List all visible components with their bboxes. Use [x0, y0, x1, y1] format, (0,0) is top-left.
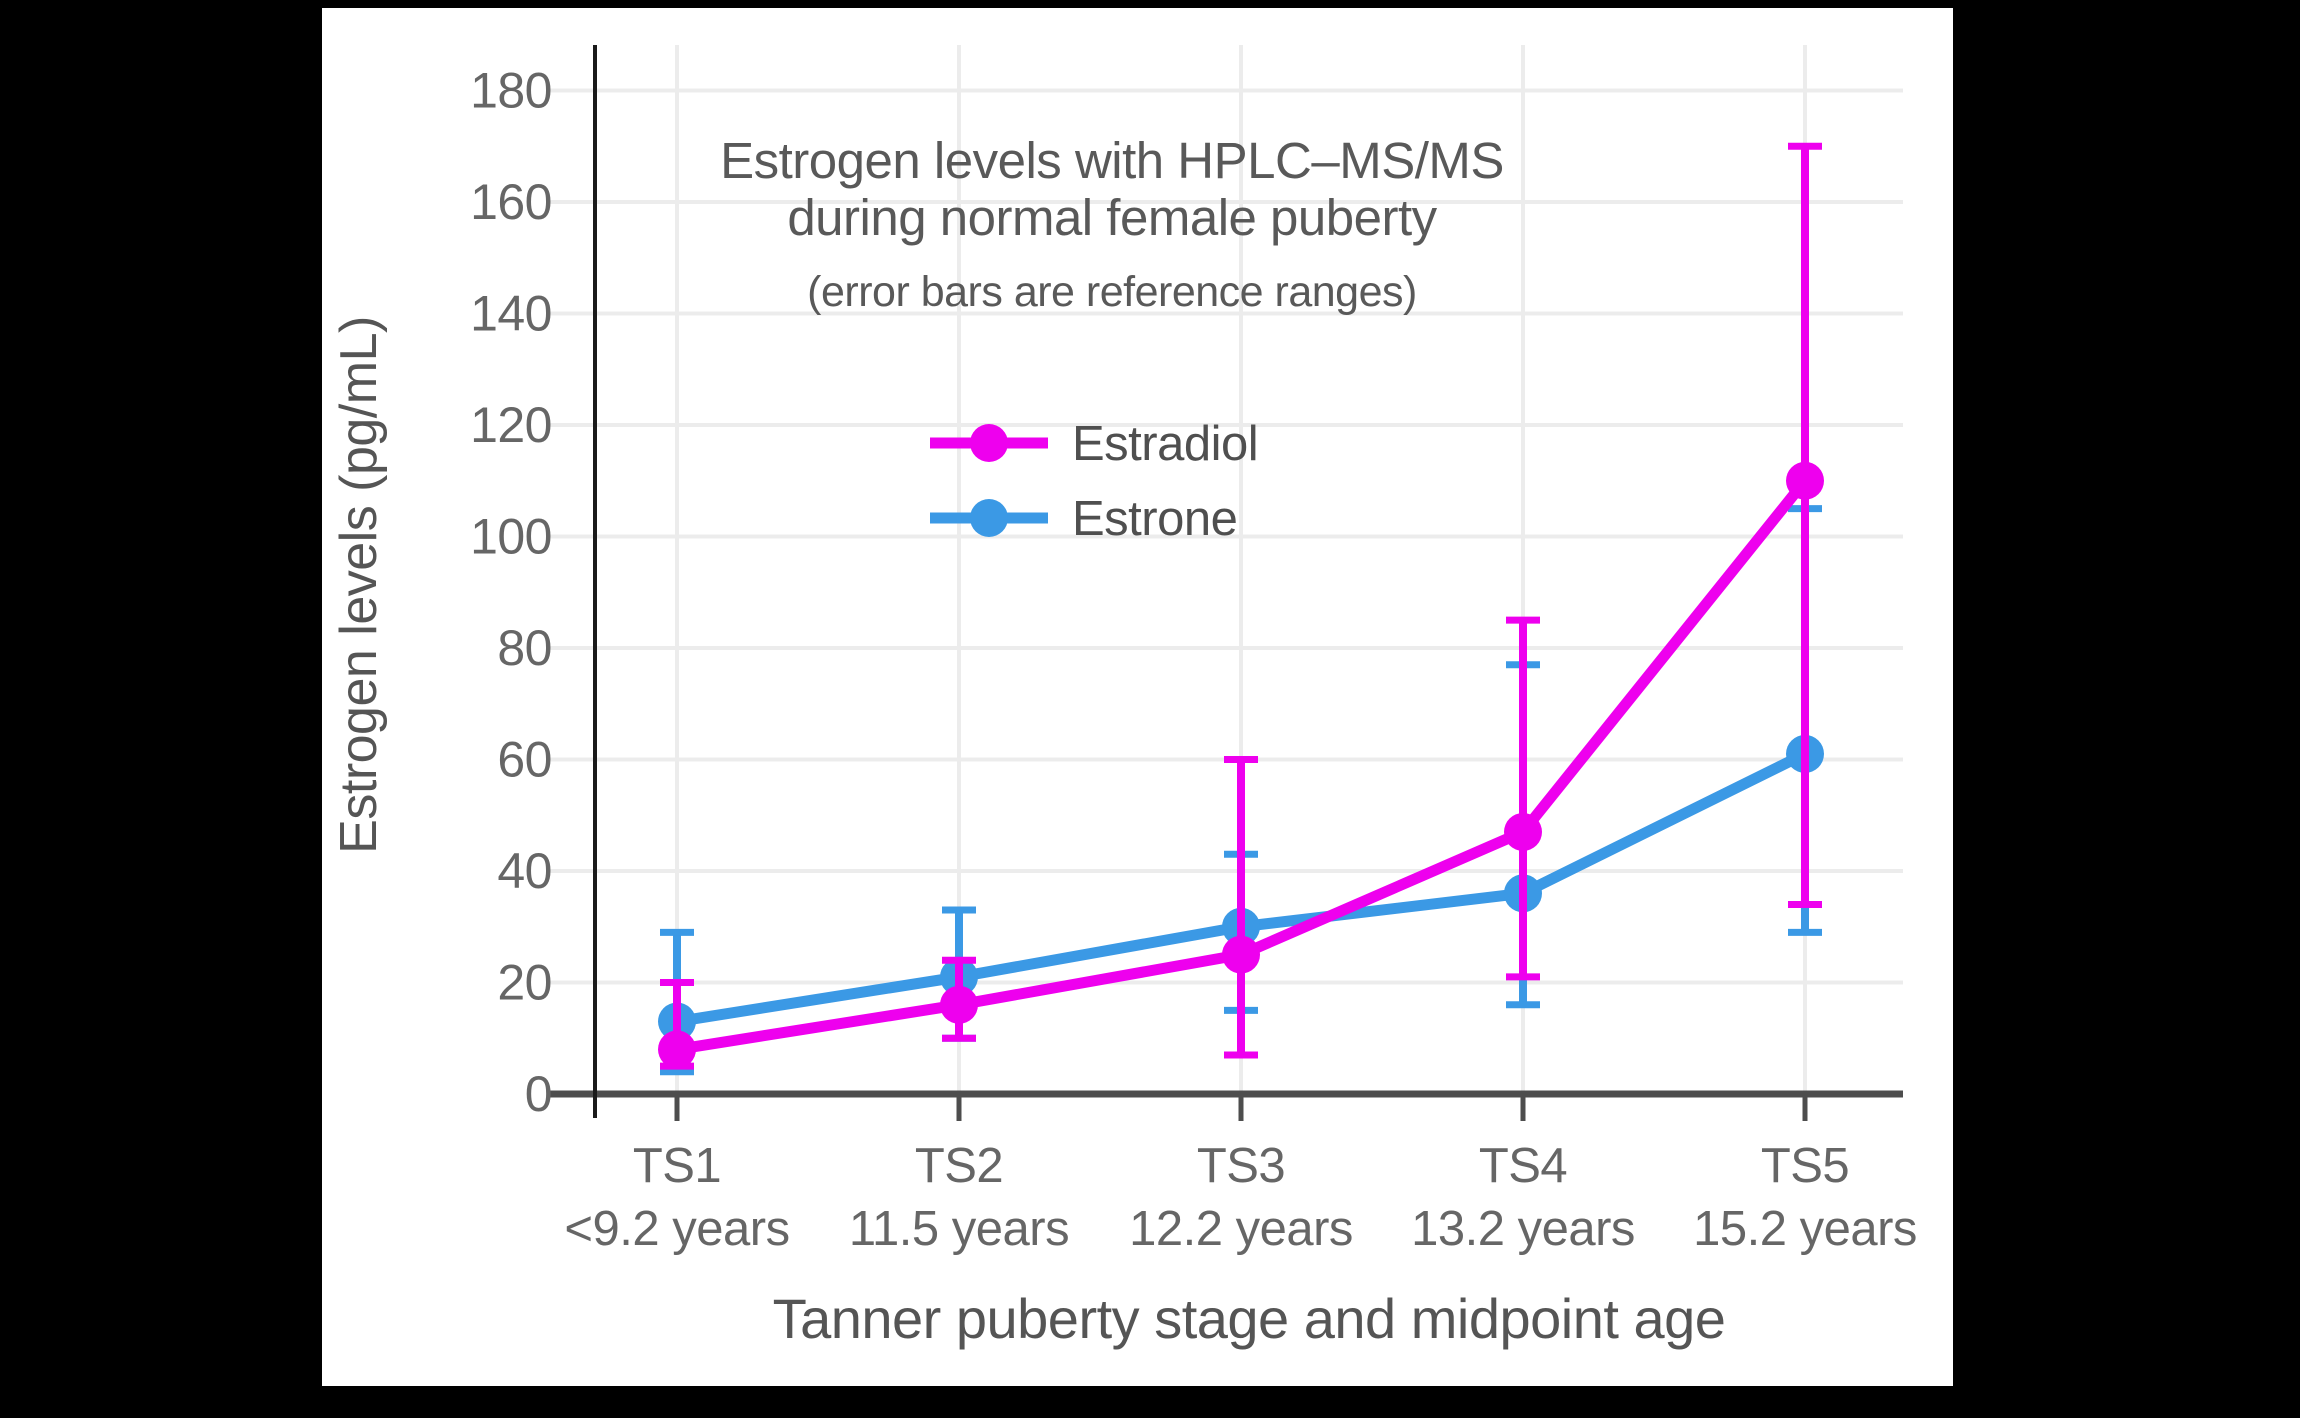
series-estradiol: [658, 142, 1824, 1070]
gridlines: [548, 45, 1903, 1094]
legend-marker-estrone: [970, 499, 1008, 537]
y-tick-label: 160: [470, 174, 552, 230]
y-tick-label: 120: [470, 397, 552, 453]
x-age-labels: <9.2 years 11.5 years 12.2 years 13.2 years…: [564, 1202, 1917, 1256]
data-point: [940, 985, 978, 1024]
x-category-labels: TS1 TS2 TS3 TS4 TS5: [633, 1139, 1850, 1193]
y-tick-label: 140: [470, 286, 552, 342]
y-tick-labels: 0 20 40 60 80 100 120 140 160 180: [470, 63, 552, 1123]
x-category-label: TS2: [915, 1139, 1003, 1193]
axes: [550, 45, 1903, 1121]
chart-subtitle: (error bars are reference ranges): [807, 268, 1417, 316]
x-age-label: 12.2 years: [1129, 1202, 1353, 1256]
y-tick-label: 60: [497, 732, 552, 788]
legend-item-estrone: Estrone: [930, 492, 1238, 546]
y-tick-label: 40: [497, 843, 552, 899]
data-point: [1786, 461, 1824, 500]
x-age-label: 15.2 years: [1693, 1202, 1917, 1256]
legend-item-estradiol: Estradiol: [930, 417, 1259, 471]
error-bar: [1224, 756, 1258, 1059]
x-category-label: TS3: [1197, 1139, 1285, 1193]
y-tick-label: 0: [525, 1066, 552, 1122]
x-category-label: TS5: [1761, 1139, 1849, 1193]
legend-label-estrone: Estrone: [1072, 492, 1237, 546]
x-axis-title: Tanner puberty stage and midpoint age: [773, 1287, 1726, 1350]
series-layer: [658, 142, 1824, 1076]
legend-label-estradiol: Estradiol: [1072, 417, 1258, 471]
x-category-label: TS1: [633, 1139, 721, 1193]
x-age-label: 13.2 years: [1411, 1202, 1635, 1256]
chart-title-line1: Estrogen levels with HPLC–MS/MS: [720, 132, 1504, 189]
y-tick-label: 100: [470, 509, 552, 565]
y-axis-title: Estrogen levels (pg/mL): [330, 316, 388, 854]
data-point: [658, 1030, 696, 1069]
y-tick-label: 20: [497, 955, 552, 1011]
legend: Estradiol Estrone: [930, 417, 1259, 546]
y-tick-label: 180: [470, 63, 552, 119]
x-category-label: TS4: [1479, 1139, 1567, 1193]
x-axis-ticks: [674, 1097, 1808, 1121]
chart-title-line2: during normal female puberty: [787, 189, 1437, 246]
legend-marker-estradiol: [970, 424, 1008, 462]
x-age-label: <9.2 years: [564, 1202, 789, 1256]
error-bar: [1788, 142, 1822, 908]
error-bar: [1506, 616, 1540, 981]
data-point: [1504, 812, 1542, 851]
data-point: [1222, 935, 1260, 974]
y-tick-label: 80: [497, 620, 552, 676]
x-age-label: 11.5 years: [849, 1202, 1069, 1256]
